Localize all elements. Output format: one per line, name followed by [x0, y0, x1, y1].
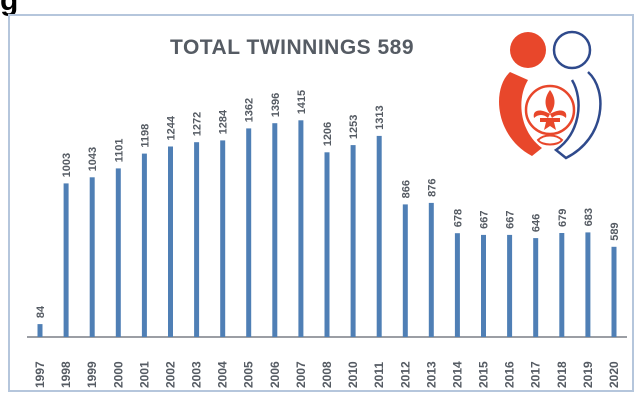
data-label-1997: 84 [35, 305, 47, 318]
data-label-2017: 646 [531, 214, 543, 232]
chart-frame [8, 14, 634, 392]
x-tick-label-2010: 2010 [346, 361, 360, 388]
page-heading-fragment: g [0, 0, 19, 17]
data-label-2000: 1101 [113, 139, 125, 163]
bar-2007 [298, 120, 304, 337]
bar-2002 [168, 146, 173, 337]
data-label-1999: 1043 [87, 147, 99, 171]
data-label-2002: 1244 [166, 115, 178, 140]
x-tick-label-1999: 1999 [85, 361, 99, 388]
data-label-2012: 866 [400, 180, 412, 198]
data-label-2011: 1313 [374, 105, 386, 129]
x-tick-label-2007: 2007 [294, 361, 308, 388]
x-tick-label-2004: 2004 [216, 361, 230, 388]
x-tick-label-2020: 2020 [607, 361, 621, 388]
x-tick-label-2005: 2005 [242, 361, 256, 388]
logo-blue-head [552, 30, 592, 70]
bar-2003 [194, 142, 200, 337]
x-tick-label-2017: 2017 [529, 361, 543, 388]
fleur-de-lis-icon [545, 90, 555, 114]
data-label-2008: 1206 [322, 122, 334, 146]
bar-2018 [559, 233, 565, 337]
bar-2015 [481, 234, 486, 337]
data-label-2001: 1198 [139, 124, 151, 148]
x-tick-label-2016: 2016 [503, 361, 517, 388]
x-tick-label-2019: 2019 [581, 361, 595, 388]
data-label-2004: 1284 [218, 109, 230, 134]
bar-2008 [324, 152, 330, 337]
bar-2006 [272, 123, 278, 337]
x-tick-label-2015: 2015 [477, 361, 491, 388]
bar-2019 [585, 232, 591, 337]
x-tick-label-2000: 2000 [111, 361, 125, 388]
data-label-2006: 1396 [270, 93, 282, 117]
bar-2013 [428, 202, 434, 337]
x-tick-label-2018: 2018 [555, 361, 569, 388]
x-tick-label-1997: 1997 [33, 361, 47, 388]
data-label-2013: 876 [426, 179, 438, 197]
data-label-2018: 679 [557, 209, 569, 227]
x-tick-label-2001: 2001 [137, 361, 151, 388]
x-tick-label-2002: 2002 [164, 361, 178, 388]
bar-2020 [611, 246, 617, 337]
x-tick-label-2012: 2012 [398, 361, 412, 388]
data-label-2016: 667 [505, 211, 517, 229]
bar-2010 [350, 145, 356, 337]
bar-2001 [141, 153, 147, 337]
data-label-2015: 667 [479, 211, 491, 229]
bar-2005 [246, 128, 252, 337]
data-label-2020: 589 [609, 222, 621, 240]
x-tick-label-2014: 2014 [450, 361, 464, 388]
logo-red-figure [499, 72, 542, 156]
bar-2012 [402, 204, 408, 337]
data-label-1998: 1003 [61, 153, 73, 177]
data-label-2014: 678 [452, 209, 464, 227]
chart-title: TOTAL TWINNINGS 589 [170, 36, 415, 59]
x-tick-label-2011: 2011 [372, 362, 386, 388]
x-tick-label-1998: 1998 [59, 361, 73, 388]
bar-2004 [220, 140, 226, 337]
data-label-2019: 683 [583, 208, 595, 226]
bar-2000 [115, 168, 121, 337]
scout-fleur-de-lis-logo [499, 30, 602, 160]
data-label-2003: 1272 [192, 112, 204, 136]
logo-joined-hands [536, 134, 564, 146]
data-label-2005: 1362 [244, 98, 256, 122]
x-tick-label-2008: 2008 [320, 361, 334, 388]
bar-1999 [89, 177, 95, 337]
bar-2016 [507, 234, 513, 337]
x-tick-label-2003: 2003 [190, 361, 204, 388]
bar-2017 [533, 238, 539, 337]
bar-2011 [376, 135, 382, 337]
bar-1997 [37, 324, 43, 337]
x-tick-label-2006: 2006 [268, 361, 282, 388]
bar-1998 [63, 183, 69, 337]
data-label-2007: 1415 [296, 90, 308, 114]
bar-2014 [454, 233, 460, 337]
data-label-2010: 1253 [348, 115, 360, 139]
x-tick-label-2013: 2013 [424, 361, 438, 388]
logo-red-head [510, 32, 546, 68]
logo-blue-figure [553, 71, 602, 160]
